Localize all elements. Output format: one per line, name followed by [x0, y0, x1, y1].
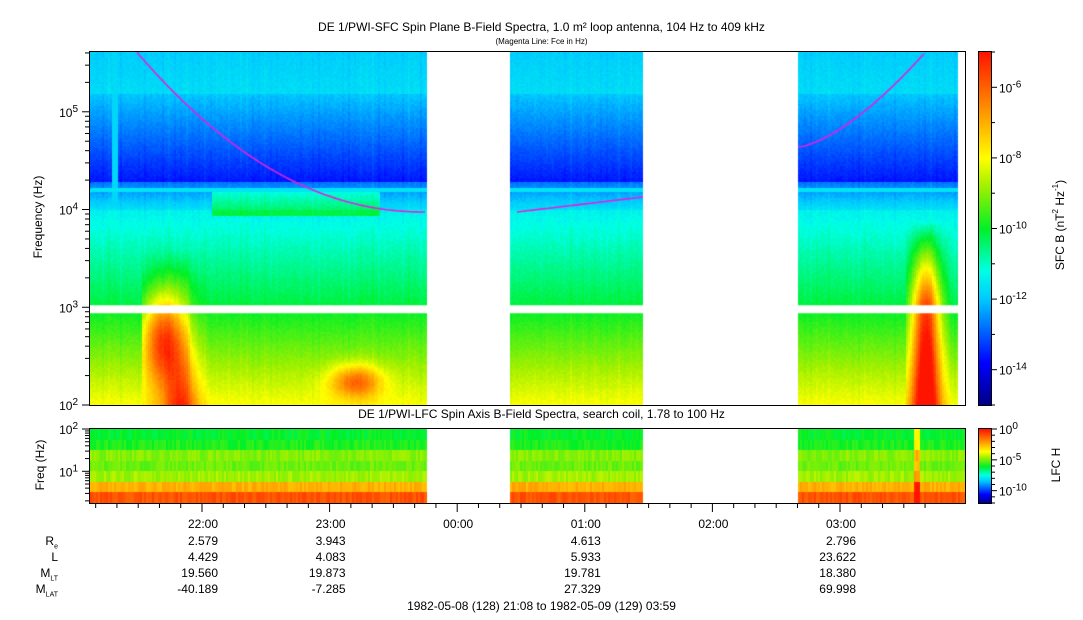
- time-range-label: 1982-05-08 (128) 21:08 to 1982-05-09 (12…: [407, 599, 676, 613]
- ephemeris-row-label: MLT: [40, 566, 58, 583]
- lfc-colorbar-tick-label: 100: [999, 421, 1018, 437]
- lfc-plot-frame: [89, 428, 966, 504]
- lfc-y-tick-label: 102: [59, 421, 78, 437]
- sfc-y-tick-label: 103: [59, 299, 78, 315]
- x-tick-label: 22:00: [187, 517, 218, 531]
- lfc-colorbar-tick-label: 10-5: [999, 452, 1022, 468]
- ephemeris-value: 69.998: [819, 582, 856, 596]
- sfc-y-tick-label: 102: [59, 397, 78, 413]
- ephemeris-value: 19.781: [564, 566, 601, 580]
- sfc-colorbar-tick-label: 10-6: [999, 79, 1022, 95]
- x-tick-label: 00:00: [443, 517, 474, 531]
- sfc-y-tick-label: 104: [59, 202, 78, 218]
- ephemeris-value: 4.613: [570, 534, 601, 548]
- x-tick-label: 01:00: [570, 517, 601, 531]
- ephemeris-row-label: Re: [45, 534, 58, 551]
- ephemeris-value: 19.560: [181, 566, 218, 580]
- sfc-colorbar-tick-label: 10-12: [999, 291, 1027, 307]
- ephemeris-value: 23.622: [819, 550, 856, 564]
- sfc-title: DE 1/PWI-SFC Spin Plane B-Field Spectra,…: [318, 20, 765, 34]
- ephemeris-value: -40.189: [177, 582, 218, 596]
- ephemeris-value: 2.796: [825, 534, 856, 548]
- sfc-subtitle: (Magenta Line: Fce in Hz): [495, 37, 588, 46]
- lfc-y-axis: 101 102: [59, 421, 89, 502]
- lfc-colorbar-axis: 100 10-5 10-10: [991, 421, 1027, 504]
- sfc-colorbar-axis: 10-6 10-8 10-10 10-12 10-14: [991, 51, 1027, 406]
- lfc-spectrogram: [90, 429, 965, 503]
- sfc-colorbar-tick-label: 10-10: [999, 221, 1027, 237]
- lfc-colorbar: [979, 429, 991, 503]
- x-tick-label: 03:00: [825, 517, 856, 531]
- ephemeris-row-label: L: [51, 550, 58, 564]
- lfc-colorbar-frame: [978, 428, 992, 504]
- lfc-colorbar-label: LFC H: [1049, 447, 1063, 483]
- ephemeris-value: 5.933: [570, 550, 601, 564]
- lfc-colorbar-tick-label: 10-10: [999, 483, 1027, 499]
- lfc-title: DE 1/PWI-LFC Spin Axis B-Field Spectra, …: [358, 407, 725, 421]
- lfc-y-tick-label: 101: [59, 463, 78, 479]
- x-axis: [95, 503, 926, 512]
- sfc-colorbar: [979, 52, 991, 405]
- ephemeris-value: -7.285: [311, 582, 346, 596]
- sfc-plot-frame: [89, 51, 966, 406]
- sfc-colorbar-tick-label: 10-8: [999, 150, 1022, 166]
- sfc-colorbar-label: SFC B (nT2 Hz-1): [1051, 179, 1067, 271]
- ephemeris-value: 2.579: [187, 534, 218, 548]
- ephemeris-value: 4.429: [187, 550, 218, 564]
- ephemeris-value: 27.329: [564, 582, 601, 596]
- sfc-spectrogram: [90, 52, 965, 405]
- ephemeris-value: 3.943: [315, 534, 346, 548]
- sfc-y-axis: 102 103 104 105: [59, 52, 89, 413]
- ephemeris-value: 18.380: [819, 566, 856, 580]
- sfc-colorbar-tick-label: 10-14: [999, 362, 1027, 378]
- sfc-y-tick-label: 105: [59, 104, 78, 120]
- sfc-y-axis-label: Frequency (Hz): [31, 175, 45, 259]
- sfc-colorbar-frame: [978, 51, 992, 406]
- ephemeris-value: 19.873: [308, 566, 346, 580]
- x-tick-label: 23:00: [315, 517, 346, 531]
- ephemeris-row-label: MLAT: [35, 582, 58, 599]
- x-tick-label: 02:00: [698, 517, 729, 531]
- lfc-y-axis-label: Freq (Hz): [33, 439, 47, 491]
- ephemeris-value: 4.083: [315, 550, 346, 564]
